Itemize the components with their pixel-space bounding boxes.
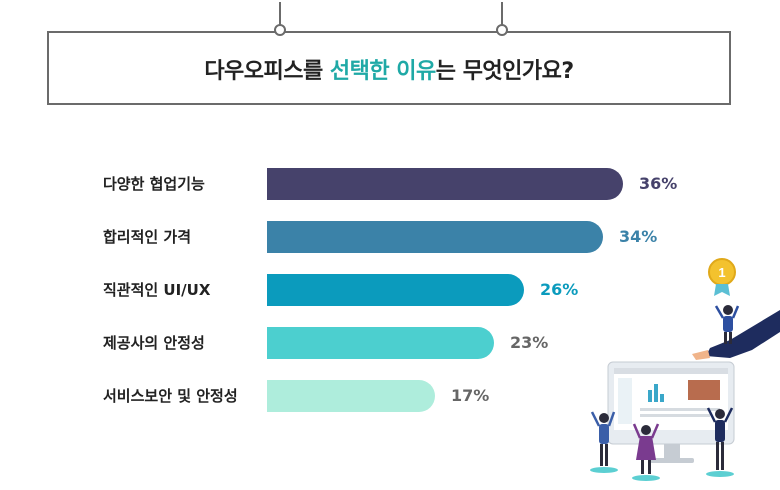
title-box: 다우오피스를 선택한 이유는 무엇인가요? <box>47 2 731 105</box>
person-icon <box>599 413 609 423</box>
bar <box>267 380 435 412</box>
category-label: 직관적인 UI/UX <box>103 281 211 299</box>
team-success-illustration: 1 <box>590 258 780 481</box>
hand-icon <box>706 310 780 358</box>
bar <box>267 168 623 200</box>
value-label: 26% <box>540 280 579 299</box>
value-label: 36% <box>639 174 678 193</box>
value-label: 17% <box>451 386 490 405</box>
hanger-left <box>274 2 286 36</box>
title-part-1: 다우오피스를 <box>204 59 330 84</box>
category-label: 다양한 협업기능 <box>103 175 205 193</box>
value-label: 23% <box>510 333 549 352</box>
person-icon <box>723 305 733 315</box>
category-label: 서비스보안 및 안정성 <box>103 387 238 405</box>
bar <box>267 274 524 306</box>
value-label: 34% <box>619 227 658 246</box>
bar <box>267 327 494 359</box>
hanger-right <box>496 2 508 36</box>
chart-title: 다우오피스를 선택한 이유는 무엇인가요? <box>49 53 729 85</box>
bar <box>267 221 603 253</box>
category-label: 합리적인 가격 <box>103 228 192 246</box>
person-icon <box>715 409 725 419</box>
category-label: 제공사의 안정성 <box>103 334 205 352</box>
title-highlight: 선택한 이유 <box>329 59 436 84</box>
medal-number: 1 <box>718 265 725 280</box>
title-part-2: 는 무엇인가요? <box>435 59 574 84</box>
person-icon <box>641 425 651 435</box>
